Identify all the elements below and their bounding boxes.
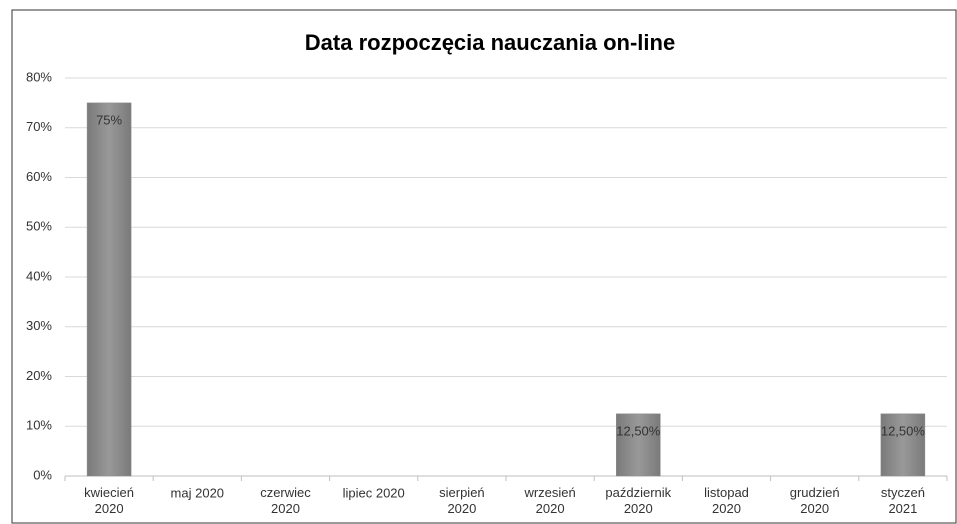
- data-label: 75%: [96, 112, 122, 127]
- x-tick-label-line: 2020: [800, 501, 829, 516]
- y-tick-label: 60%: [26, 169, 52, 184]
- bar: [86, 102, 132, 477]
- x-tick-label: sierpień 2020: [439, 485, 485, 516]
- x-tick-label-line: 2020: [536, 501, 565, 516]
- y-tick-label: 20%: [26, 368, 52, 383]
- y-tick-label: 80%: [26, 69, 52, 84]
- x-tick-label-line: 2020: [95, 501, 124, 516]
- x-tick-label-line: wrzesień: [523, 485, 575, 500]
- y-tick-label: 0%: [33, 467, 52, 482]
- x-tick-label: kwiecień 2020: [84, 485, 134, 516]
- data-label: 12,50%: [881, 423, 926, 438]
- data-label: 12,50%: [616, 423, 661, 438]
- x-tick-label-line: 2020: [271, 501, 300, 516]
- x-tick-label: grudzień 2020: [790, 485, 840, 516]
- chart-title: Data rozpoczęcia nauczania on-line: [305, 30, 675, 55]
- bar: [880, 413, 926, 477]
- x-tick-label: październik 2020: [605, 485, 671, 516]
- chart-border: [11, 9, 957, 524]
- x-tick-label-line: listopad: [704, 485, 749, 500]
- x-tick-label-line: październik: [605, 485, 671, 500]
- y-tick-label: 50%: [26, 219, 52, 234]
- x-tick-label-line: 2020: [712, 501, 741, 516]
- x-tick-label: styczeń 2021: [881, 485, 925, 516]
- y-tick-label: 10%: [26, 418, 52, 433]
- y-tick-label: 40%: [26, 268, 52, 283]
- x-tick-label-line: 2020: [624, 501, 653, 516]
- x-tick-label: lipiec 2020: [343, 485, 405, 500]
- x-tick-label: czerwiec 2020: [260, 485, 311, 516]
- x-tick-label-line: kwiecień: [84, 485, 134, 500]
- x-tick-label: maj 2020: [171, 485, 224, 500]
- x-tick-label-line: styczeń: [881, 485, 925, 500]
- x-tick-label-line: sierpień: [439, 485, 485, 500]
- bar: [616, 413, 661, 477]
- x-tick-label-line: 2021: [888, 501, 917, 516]
- y-tick-label: 70%: [26, 119, 52, 134]
- x-tick-label-line: grudzień: [790, 485, 840, 500]
- x-tick-label: wrzesień 2020: [523, 485, 575, 516]
- x-tick-label: listopad 2020: [704, 485, 749, 516]
- x-tick-label-line: 2020: [447, 501, 476, 516]
- x-tick-label-line: czerwiec: [260, 485, 311, 500]
- y-tick-label: 30%: [26, 318, 52, 333]
